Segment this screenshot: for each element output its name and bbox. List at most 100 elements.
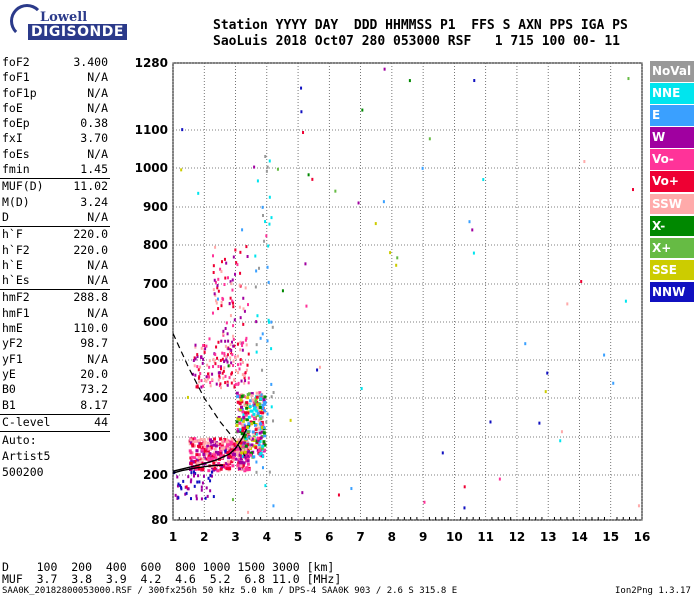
param-row: M(D) 3.24 [0,195,110,210]
echo-mark [176,484,179,488]
echo-mark [242,307,245,311]
echo-mark [218,442,222,446]
echo-mark [238,394,242,398]
echo-mark [236,451,240,455]
y-tick-label: 300 [143,430,168,444]
echo-mark [257,409,261,413]
echo-mark [238,305,241,309]
echo-mark [205,486,208,490]
echo-mark [229,356,232,360]
param-value: N/A [87,273,108,288]
echo-mark [232,305,235,309]
echo-mark [252,444,256,448]
echo-mark [202,438,206,442]
echo-mark [260,420,264,424]
echo-mark [229,350,232,354]
echo-mark [244,447,248,451]
echo-mark [244,413,248,417]
x-tick-label: 10 [446,530,463,544]
echo-mark [258,431,262,435]
echo-mark [212,461,216,465]
echo-mark [235,391,239,395]
echo-mark [196,480,199,484]
echo-mark [220,300,223,304]
echo-mark [212,264,215,268]
echo-mark [231,288,234,292]
echo-mark [203,454,207,458]
echo-mark [217,307,220,311]
echo-mark [214,453,218,457]
polarization-legend: NoVal NNE E W Vo- Vo+ SSW X- X+ SSE NNW [650,61,694,304]
param-value: 220.0 [73,242,108,257]
echo-mark [206,456,210,460]
echo-mark [255,460,258,464]
echo-mark [195,494,198,498]
echo-mark [243,309,246,313]
echo-mark [421,166,424,170]
echo-mark [230,361,233,365]
echo-mark [559,439,562,443]
echo-mark [212,468,216,472]
param-row: fmin 1.45 [0,162,110,177]
echo-mark [199,442,203,446]
echo-mark [232,442,236,446]
echo-mark [244,338,247,342]
echo-mark [270,216,273,220]
echo-mark [546,371,549,375]
param-value: 3.24 [80,194,108,209]
echo-mark [396,256,399,260]
echo-mark [300,110,303,114]
echo-mark [193,437,197,441]
echo-mark [266,265,269,269]
param-value: 73.2 [80,382,108,397]
echo-mark [214,293,217,297]
echo-mark [211,377,214,381]
echo-mark [210,457,214,461]
echo-mark [256,314,259,318]
echo-mark [219,437,223,441]
echo-mark [238,460,242,464]
echo-mark [225,321,228,325]
echo-mark [212,495,215,499]
param-key: foF2 [2,55,30,69]
echo-mark [241,360,244,364]
echo-mark [177,496,180,500]
echo-mark [249,420,253,424]
echo-mark [289,418,292,422]
echo-mark [261,415,264,419]
divider [0,289,110,291]
echo-mark [222,446,226,450]
y-tick-label: 80 [151,513,168,527]
echo-mark [232,334,235,338]
echo-mark [238,408,242,412]
echo-mark [239,271,242,275]
y-tick-label: 1100 [135,123,168,137]
echo-mark [261,444,265,448]
echo-mark [248,435,252,439]
param-value: 8.17 [80,397,108,412]
param-key: D [2,209,9,224]
echo-mark [235,261,238,265]
echo-mark [241,438,245,442]
trace-dashed-line [172,333,246,457]
echo-mark [204,347,207,351]
echo-mark [246,393,250,397]
echo-mark [263,425,266,429]
echo-mark [209,479,212,483]
y-tick-label: 400 [143,391,168,405]
echo-mark [187,475,190,479]
echo-mark [229,314,232,318]
echo-mark [217,461,221,465]
echo-mark [300,86,303,90]
echo-mark [265,169,268,173]
echo-mark [198,375,201,379]
echo-mark [226,353,229,357]
echo-mark [189,480,192,484]
param-row: hmE 110.0 [0,321,110,336]
echo-mark [538,421,541,425]
param-group-critical-frequencies: foF2 3.400 foF1 N/A foF1p N/A foE N/A foEp 0.38 fx… [0,55,110,177]
echo-mark [245,343,248,347]
echo-mark [263,395,267,399]
param-row: fxI 3.70 [0,131,110,146]
param-group-muf: MUF(D) 11.02 M(D) 3.24 D N/A [0,179,110,225]
